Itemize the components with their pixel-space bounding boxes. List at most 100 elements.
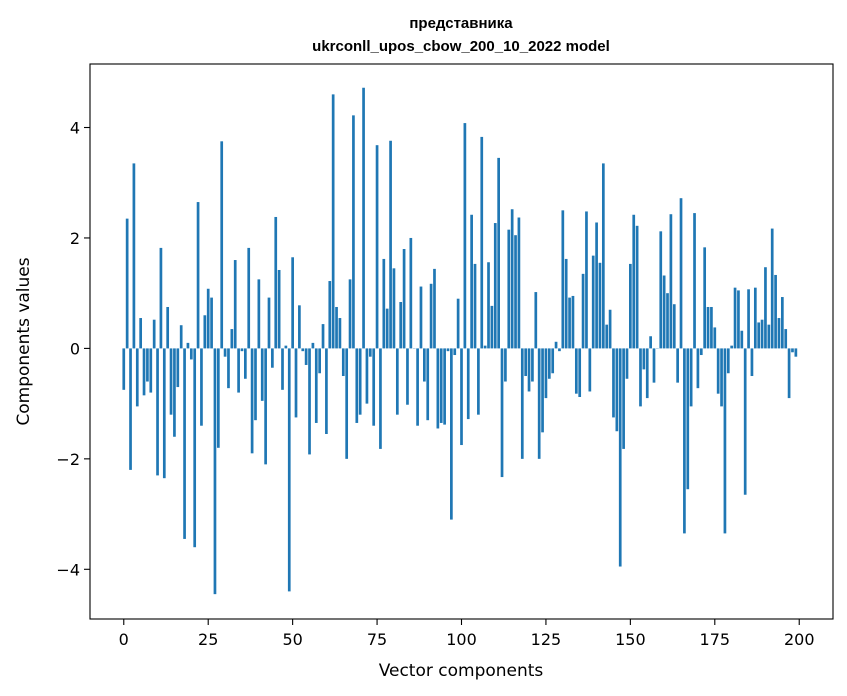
bar — [267, 297, 271, 349]
bar — [558, 348, 561, 352]
bar — [764, 267, 767, 349]
bar — [129, 348, 132, 470]
bar — [483, 345, 487, 349]
bars-group — [122, 87, 798, 595]
bar — [179, 325, 183, 349]
bar — [676, 348, 679, 383]
bar — [740, 330, 744, 349]
bar — [416, 348, 419, 426]
bar — [183, 348, 186, 539]
bar — [352, 115, 355, 349]
bar — [672, 304, 676, 349]
bar — [132, 163, 136, 349]
bar — [436, 348, 440, 429]
bar — [487, 262, 490, 349]
bar — [473, 263, 477, 349]
bar — [223, 348, 227, 357]
bar — [230, 329, 234, 349]
bar — [135, 348, 139, 407]
bar — [466, 348, 470, 420]
bar — [784, 329, 788, 349]
bar — [622, 348, 625, 449]
bar — [385, 308, 389, 349]
bar — [689, 348, 693, 407]
bar — [419, 286, 423, 349]
bar — [554, 341, 558, 349]
bar — [433, 268, 436, 349]
bar — [706, 306, 710, 349]
bar — [213, 348, 217, 595]
bar — [362, 87, 365, 349]
bar — [335, 306, 338, 349]
bar — [146, 348, 149, 382]
y-tick-label: −4 — [56, 560, 80, 579]
bar — [703, 247, 707, 349]
bar — [699, 348, 703, 356]
bar — [152, 319, 156, 349]
bar — [605, 324, 609, 349]
bar — [254, 348, 257, 421]
bar — [537, 348, 541, 459]
bar — [470, 214, 473, 349]
x-tick-label: 50 — [282, 630, 302, 649]
bar — [186, 342, 190, 349]
bar — [737, 290, 740, 349]
bar — [639, 348, 642, 407]
y-tick-label: −2 — [56, 450, 80, 469]
x-tick-label: 200 — [784, 630, 815, 649]
bar — [591, 255, 595, 349]
bar — [325, 348, 328, 434]
bar — [713, 327, 717, 349]
x-tick-label: 175 — [700, 630, 731, 649]
bar — [284, 345, 288, 349]
bar — [375, 145, 379, 349]
bar — [585, 211, 588, 349]
bar — [142, 348, 146, 396]
bar — [720, 348, 723, 407]
bar — [574, 348, 578, 394]
bar — [510, 209, 514, 349]
bar — [355, 348, 359, 423]
bar — [726, 348, 730, 374]
bar — [216, 348, 220, 448]
bar — [770, 228, 774, 349]
bar — [730, 345, 734, 349]
bar — [395, 348, 399, 415]
bar — [392, 268, 396, 349]
bar — [206, 288, 210, 349]
bar — [551, 348, 555, 374]
bar — [561, 210, 565, 349]
bar — [679, 198, 683, 349]
bar — [547, 348, 551, 379]
y-axis-label: Components values — [14, 257, 34, 425]
bar — [615, 348, 619, 432]
plot-frame — [89, 63, 834, 620]
bar — [753, 287, 757, 349]
bar — [402, 249, 406, 349]
bar — [193, 348, 197, 548]
bar — [314, 348, 318, 423]
bar — [429, 283, 433, 349]
bar — [716, 348, 720, 394]
bar — [189, 348, 193, 360]
bar — [237, 348, 240, 393]
bar — [777, 318, 781, 349]
bar — [176, 348, 180, 388]
bar — [723, 348, 727, 534]
bar — [649, 336, 652, 349]
bar — [524, 348, 528, 377]
x-tick-label: 75 — [367, 630, 387, 649]
bar — [578, 348, 582, 397]
bar — [787, 348, 791, 399]
bar — [122, 348, 126, 390]
x-axis-ticks: 0 25 50 75 100 125 150 175 200 — [119, 619, 815, 649]
bar — [328, 281, 332, 349]
bar — [497, 157, 500, 349]
bar — [507, 229, 511, 349]
bar — [162, 348, 166, 479]
bar — [608, 309, 612, 349]
bar — [450, 348, 453, 520]
bar — [304, 348, 308, 365]
bar — [490, 305, 494, 349]
